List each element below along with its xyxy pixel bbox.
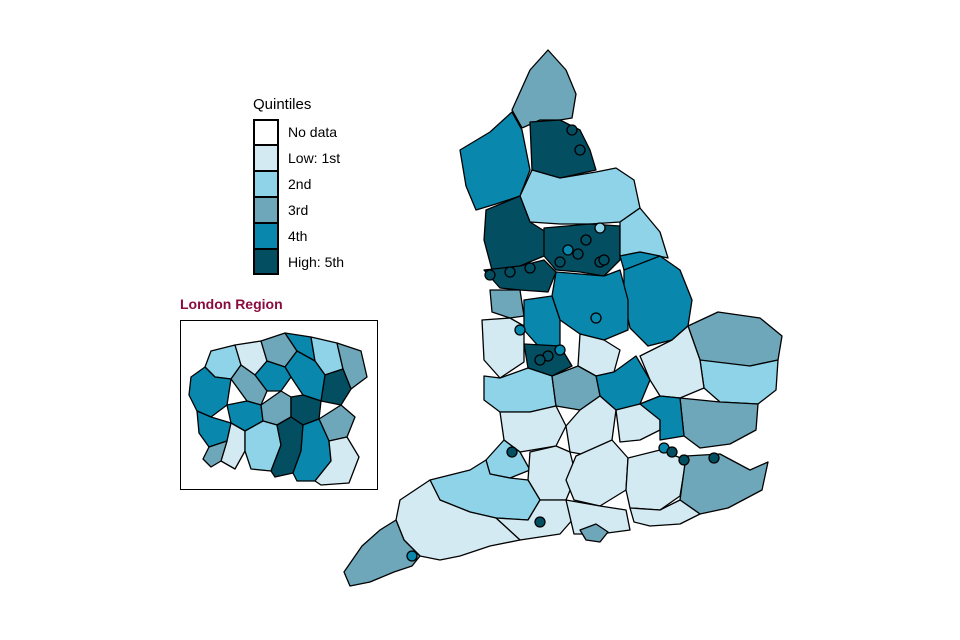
county-region	[551, 269, 629, 341]
legend-items: No data Low: 1st 2nd 3rd 4th High: 5th	[253, 119, 344, 275]
urban-authority	[572, 248, 584, 260]
urban-authority	[562, 244, 574, 256]
county-region	[619, 251, 661, 271]
urban-authority	[554, 256, 566, 268]
urban-authority	[534, 354, 546, 366]
map-legend: Quintiles No data Low: 1st 2nd 3rd 4th High: …	[253, 96, 344, 275]
legend-swatch	[253, 145, 279, 171]
county-region	[529, 119, 597, 179]
urban-authority	[484, 269, 496, 281]
county-region	[565, 499, 631, 535]
urban-authority	[566, 124, 578, 136]
legend-label: No data	[288, 124, 338, 140]
urban-authority	[678, 454, 690, 466]
legend-item: 4th	[253, 223, 344, 249]
legend-item: 2nd	[253, 171, 344, 197]
urban-authority	[406, 550, 418, 562]
county-region	[679, 397, 759, 449]
county-region	[543, 223, 621, 277]
county-region	[343, 519, 421, 587]
county-region	[639, 325, 705, 399]
county-region	[565, 395, 617, 457]
legend-label: High: 5th	[288, 254, 345, 270]
legend-label: 2nd	[288, 176, 312, 192]
legend-swatch	[253, 249, 279, 275]
urban-authority	[666, 446, 678, 458]
inset-title: London Region	[180, 296, 283, 312]
urban-authority	[514, 324, 526, 336]
urban-authority	[506, 446, 518, 458]
urban-authority	[524, 262, 536, 274]
borough-region	[336, 342, 368, 390]
london-inset-frame	[180, 320, 378, 490]
county-region	[699, 359, 779, 405]
county-region	[523, 295, 561, 349]
urban-authority	[708, 452, 720, 464]
legend-swatch	[253, 197, 279, 223]
county-region	[639, 395, 685, 441]
legend-item: No data	[253, 119, 344, 145]
borough-region	[202, 440, 228, 468]
borough-region	[314, 436, 360, 486]
county-region	[679, 453, 769, 515]
legend-label: 3rd	[288, 202, 309, 218]
county-region	[483, 259, 557, 293]
legend-label: 4th	[288, 228, 308, 244]
county-region	[565, 439, 629, 507]
county-region	[511, 49, 577, 129]
urban-authority	[594, 222, 606, 234]
county-region	[519, 167, 641, 225]
legend-item: 3rd	[253, 197, 344, 223]
legend-title: Quintiles	[253, 96, 312, 113]
legend-swatch	[253, 223, 279, 249]
county-region	[459, 111, 531, 211]
county-region	[481, 317, 525, 379]
urban-authority	[504, 266, 516, 278]
urban-authority	[590, 312, 602, 324]
county-region	[629, 499, 701, 527]
county-region	[579, 523, 609, 543]
urban-authority	[534, 516, 546, 528]
urban-authority	[598, 254, 610, 266]
urban-authority	[574, 144, 586, 156]
legend-item: Low: 1st	[253, 145, 344, 171]
county-region	[489, 289, 525, 319]
legend-swatch	[253, 171, 279, 197]
county-region	[483, 367, 557, 413]
legend-swatch	[253, 119, 279, 145]
london-inset-map	[188, 332, 368, 486]
legend-label: Low: 1st	[288, 150, 341, 166]
urban-authority	[554, 344, 566, 356]
urban-authority	[580, 234, 592, 246]
legend-item: High: 5th	[253, 249, 344, 275]
